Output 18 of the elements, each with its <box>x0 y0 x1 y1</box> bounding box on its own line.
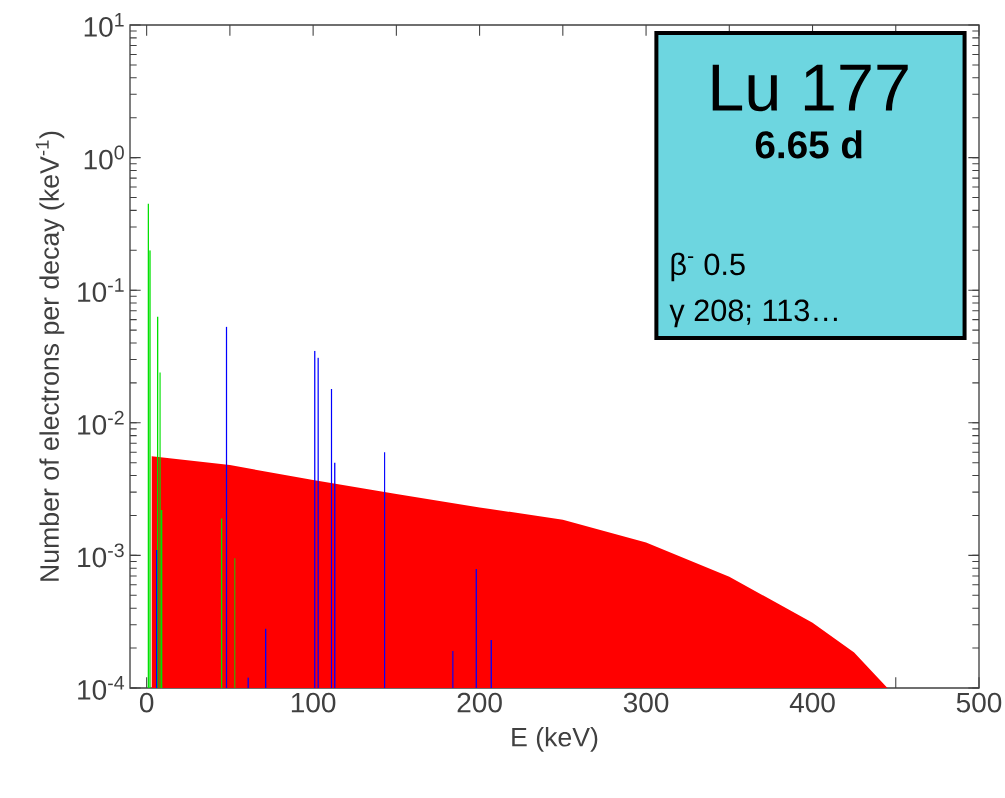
y-tick-label: 10$^{-3}$ <box>78 543 124 568</box>
x-tick-label: 500 <box>956 692 1002 713</box>
y-tick-label: 10$^{-4}$ <box>78 676 125 700</box>
x-tick-label: 300 <box>623 692 669 713</box>
annotation: γ 208; 113… <box>669 299 837 328</box>
y-tick-label: 10$^{0}$ <box>84 145 124 170</box>
x-axis-title: E (keV) <box>512 727 598 752</box>
annotation: Lu 177 <box>712 64 908 112</box>
y-tick-label: 10$^{-2}$ <box>78 410 124 435</box>
annotation: 6.65 d <box>755 130 862 159</box>
x-tick-label: 400 <box>789 692 835 713</box>
y-tick-label: 10$^{-1}$ <box>78 278 124 303</box>
x-tick-label: 100 <box>291 692 336 713</box>
annotation: β$^{-}$ 0.5 <box>671 252 745 282</box>
y-axis-title: Number of electrons per decay (keV$^{-1}$) <box>35 131 65 581</box>
x-tick-label: 200 <box>457 692 502 713</box>
x-tick-label: 0 <box>139 692 154 713</box>
y-tick-label: 10$^{1}$ <box>84 13 124 37</box>
